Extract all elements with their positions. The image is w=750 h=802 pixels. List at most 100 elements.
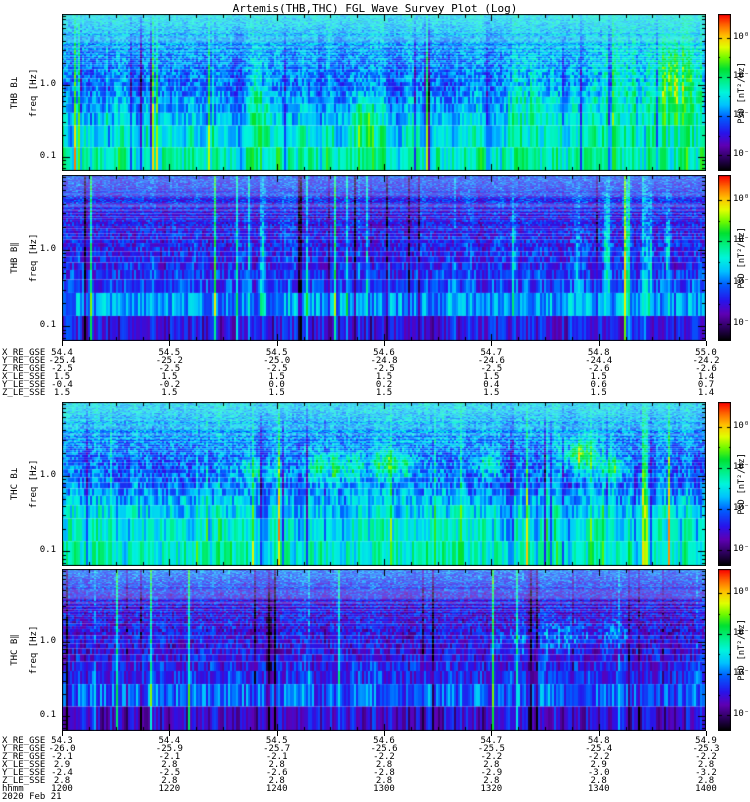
ephemeris-value: 2.8 — [161, 776, 178, 786]
ephemeris-value: 1.5 — [375, 372, 393, 382]
ephemeris-row-x_re_gse: X_RE_GSE 54.4 54.5 54.5 54.6 54.7 54.8 55.0 — [0, 348, 750, 358]
ephemeris-value: 2.8 — [268, 760, 285, 770]
colorbar-tick-label: 10⁰ — [733, 420, 750, 431]
freq-tick-0p1hz: 0.1 — [39, 320, 56, 331]
ephemeris-value: 54.4 — [51, 348, 73, 358]
ephemeris-value: 1.5 — [53, 372, 71, 382]
ephemeris-value: -3.0 — [587, 768, 610, 778]
ephemeris-value: -2.8 — [373, 768, 395, 778]
ephemeris-value: -2.1 — [265, 752, 288, 762]
ephemeris-row-label: Y_LE_SSE — [2, 768, 46, 778]
time-axis-tick — [598, 731, 600, 736]
ephemeris-value: -24.2 — [692, 356, 720, 366]
ephemeris-value: 1.5 — [375, 388, 393, 398]
freq-tick-1hz: 1.0 — [39, 635, 56, 646]
ephemeris-row-z_le_sse: Z_LE_SSE 2.8 2.8 2.8 2.8 2.8 2.8 2.8 — [0, 776, 750, 786]
ephemeris-value: 55.0 — [695, 348, 717, 358]
ephemeris-value: 2.8 — [268, 776, 285, 786]
colorbar — [718, 402, 731, 566]
ephemeris-value: -2.2 — [373, 752, 395, 762]
ephemeris-row-label: Y_RE_GSE — [2, 356, 46, 366]
ephemeris-value: -24.8 — [370, 356, 398, 366]
ephemeris-row-label: Z_RE_GSE — [2, 364, 46, 374]
ephemeris-value: 54.9 — [695, 736, 717, 746]
ephemeris-row-y_re_gse: Y_RE_GSE -25.4 -25.2 -25.0 -24.8 -24.6 -24.4 -2… — [0, 356, 750, 366]
ephemeris-value: -2.2 — [480, 752, 503, 762]
ephemeris-value: 1.5 — [268, 372, 285, 382]
ephemeris-row-label: X_LE_SSE — [2, 372, 46, 382]
spectrogram-panel-thc-bperp: THC B⊥ freq [Hz] 1.0 0.1 PSD [nT²/Hz] 10… — [0, 402, 750, 566]
ephemeris-value: 1.5 — [590, 388, 607, 398]
spectrogram-canvas — [62, 175, 706, 341]
ephemeris-value: 0.2 — [375, 380, 393, 390]
time-axis-tick — [169, 341, 171, 346]
spectrogram-canvas — [62, 14, 706, 171]
ephemeris-value: -25.2 — [155, 356, 183, 366]
ephemeris-value: -2.6 — [695, 364, 717, 374]
colorbar-tick-label: 10⁰ — [733, 193, 750, 204]
ephemeris-value: 0.6 — [590, 380, 607, 390]
ephemeris-row-label: X_LE_SSE — [2, 760, 46, 770]
ephemeris-value: -26.0 — [48, 744, 76, 754]
colorbar — [718, 14, 731, 171]
ephemeris-value: -3.2 — [695, 768, 717, 778]
ephemeris-value: 1320 — [480, 784, 503, 794]
ephemeris-row-x_le_sse: X_LE_SSE 2.9 2.8 2.8 2.8 2.8 2.9 2.8 — [0, 760, 750, 770]
colorbar-tick-label: 10⁻⁶ — [733, 149, 750, 160]
panel-label-thb-bperp: THB B⊥ — [10, 76, 20, 109]
freq-tick-0p1hz: 0.1 — [39, 150, 56, 161]
ephemeris-value: 54.7 — [480, 736, 503, 746]
ephemeris-value: 2.8 — [483, 760, 500, 770]
colorbar-tick-label: 10⁻⁶ — [733, 708, 750, 719]
ephemeris-value: 2.8 — [697, 776, 715, 786]
ephemeris-value: 1.5 — [268, 388, 285, 398]
ephemeris-row-label: X_RE_GSE — [2, 348, 46, 358]
colorbar-tick-label: 10⁻⁴ — [733, 110, 750, 121]
ephemeris-value: 1.5 — [161, 372, 178, 382]
ephemeris-row-y_le_sse: Y_LE_SSE -2.4 -2.5 -2.6 -2.8 -2.9 -3.0 -3.2 — [0, 768, 750, 778]
ephemeris-value: -0.4 — [51, 380, 73, 390]
ephemeris-value: -2.1 — [158, 752, 181, 762]
ephemeris-value: 1340 — [587, 784, 610, 794]
ephemeris-row-hhmm: hhmm 1200 1220 1240 1300 1320 1340 1400 — [0, 784, 750, 794]
ephemeris-value: 2.8 — [161, 760, 178, 770]
ephemeris-row-label: Z_RE_GSE — [2, 752, 46, 762]
ephemeris-value: 1400 — [695, 784, 717, 794]
ephemeris-value: 1220 — [158, 784, 181, 794]
freq-tick-0p1hz: 0.1 — [39, 710, 56, 721]
ephemeris-value: -2.6 — [265, 768, 288, 778]
ephemeris-value: 1.5 — [590, 372, 607, 382]
ephemeris-value: -25.9 — [155, 744, 183, 754]
ephemeris-row-z_le_sse: Z_LE_SSE 1.5 1.5 1.5 1.5 1.5 1.5 1.4 — [0, 388, 750, 398]
time-axis-tick — [62, 341, 63, 346]
ephemeris-row-x_le_sse: X_LE_SSE 1.5 1.5 1.5 1.5 1.5 1.5 1.4 — [0, 372, 750, 382]
spectrogram-panel-thb-bpar: THB B∥ freq [Hz] 1.0 0.1 PSD [nT²/Hz] 10… — [0, 175, 750, 341]
colorbar — [718, 175, 731, 341]
ephemeris-row-x_re_gse: X_RE_GSE 54.3 54.4 54.5 54.6 54.7 54.8 54.9 — [0, 736, 750, 746]
ephemeris-value: 0.0 — [268, 380, 285, 390]
colorbar-tick-label: 10⁻² — [733, 627, 750, 638]
ephemeris-value: -25.5 — [477, 744, 505, 754]
ephemeris-row-y_re_gse: Y_RE_GSE -26.0 -25.9 -25.7 -25.6 -25.5 -25.4 -2… — [0, 744, 750, 754]
ephemeris-value: -2.1 — [51, 752, 73, 762]
colorbar-tick-label: 10⁰ — [733, 31, 750, 42]
ephemeris-row-label: hhmm — [2, 784, 24, 794]
ephemeris-value: 54.5 — [158, 348, 181, 358]
time-axis-tick — [169, 731, 171, 736]
ephemeris-value: 0.4 — [483, 380, 500, 390]
colorbar — [718, 569, 731, 731]
ephemeris-value: -2.5 — [158, 768, 181, 778]
ephemeris-value: -0.2 — [158, 380, 181, 390]
ephemeris-value: 0.7 — [697, 380, 715, 390]
ephemeris-value: 2.9 — [590, 760, 607, 770]
ephemeris-row-label: Y_RE_GSE — [2, 744, 46, 754]
freq-tick-0p1hz: 0.1 — [39, 545, 56, 556]
time-axis-tick — [491, 341, 493, 346]
colorbar-tick-label: 10⁻⁴ — [733, 668, 750, 679]
panel-label-thc-bperp: THC B⊥ — [10, 467, 20, 501]
ephemeris-row-label: X_RE_GSE — [2, 736, 46, 746]
ephemeris-value: 2.8 — [53, 776, 71, 786]
ephemeris-value: -2.6 — [587, 364, 610, 374]
colorbar-tick-label: 10⁻⁶ — [733, 318, 750, 329]
plot-title: Artemis(THB,THC) FGL Wave Survey Plot (L… — [232, 2, 518, 15]
